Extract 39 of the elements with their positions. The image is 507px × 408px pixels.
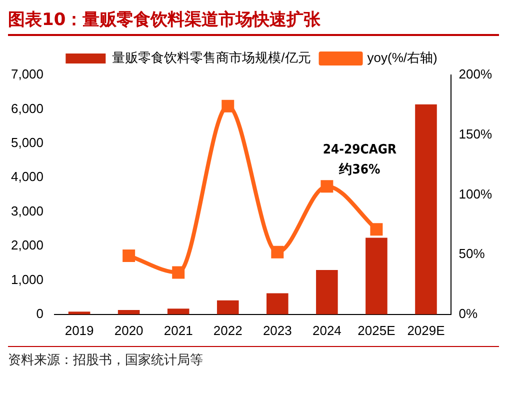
- y-tick-label: 0: [36, 306, 44, 321]
- point: [271, 246, 284, 258]
- x-tick-label: 2019: [64, 322, 94, 338]
- bar: [216, 300, 239, 314]
- text: 资料来源：招股书，国家统计局等: [8, 352, 204, 369]
- bar: [167, 308, 190, 314]
- bar: [266, 293, 288, 314]
- bar: [415, 104, 437, 314]
- legend-label: yoy(%/右轴): [367, 50, 438, 66]
- bar: [366, 238, 388, 314]
- y2-tick-label: 100%: [458, 186, 492, 202]
- x-tick-label: 2020: [114, 322, 144, 338]
- bar: [68, 312, 90, 314]
- y-tick-label: 7,000: [10, 66, 44, 82]
- point: [122, 250, 136, 262]
- x-tick-label: 2025E: [358, 322, 396, 338]
- legend-label: 量贩零食饮料零售商市场规模/亿元: [112, 50, 311, 66]
- x-tick-label: 2021: [164, 322, 193, 338]
- y-tick-label: 5,000: [10, 134, 44, 150]
- x-tick-label: 2024: [312, 322, 342, 338]
- y-tick-label: 1,000: [10, 272, 44, 287]
- y2-tick-label: 0%: [458, 306, 478, 321]
- point: [370, 223, 383, 236]
- x-tick-label: 2022: [213, 322, 242, 338]
- y2-tick-label: 50%: [458, 246, 486, 262]
- y2-tick-label: 150%: [458, 126, 492, 142]
- annotation: 24-29CAGR 约36%: [322, 142, 397, 178]
- y2-tick-label: 200%: [458, 66, 492, 82]
- x-tick-label: 2023: [262, 322, 292, 338]
- point: [320, 180, 334, 193]
- bar: [316, 270, 338, 314]
- x-tick-label: 2029E: [407, 322, 446, 338]
- y-tick-label: 6,000: [10, 100, 44, 116]
- y-tick-label: 3,000: [10, 203, 44, 218]
- y-tick-label: 4,000: [10, 169, 44, 184]
- point: [172, 266, 185, 279]
- point: [222, 100, 234, 112]
- chart-title: 图表10：量贩零食饮料渠道市场快速扩张: [8, 8, 499, 36]
- y-tick-label: 2,000: [10, 238, 44, 253]
